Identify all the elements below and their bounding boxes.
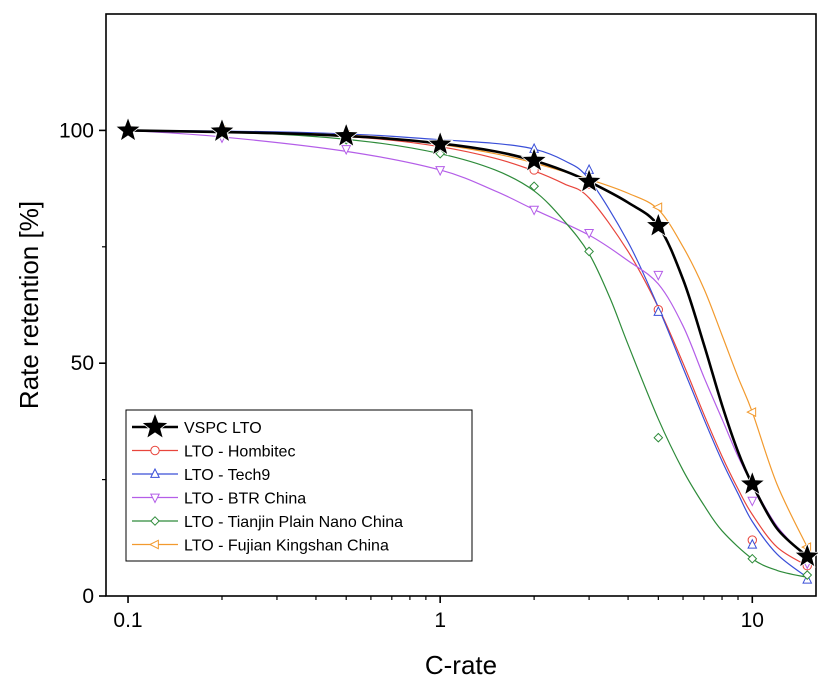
x-tick-label-2: 10 [741,609,764,632]
legend-label-0: VSPC LTO [184,420,262,437]
legend-marker-4 [150,516,160,526]
legend-marker-2 [149,467,161,478]
data-point-series-3-6 [653,270,664,281]
data-point-series-3-3 [435,166,446,177]
fit-curve-series-4 [128,129,808,578]
data-point-series-0-1 [208,117,236,143]
x-tick-label-0: 0.1 [113,609,142,632]
fit-curves [127,129,809,578]
plot-frame [105,13,817,597]
legend-marker-3 [149,493,161,504]
data-point-series-0-7 [738,470,766,496]
legend-label-4: LTO - Tianjin Plain Nano China [184,514,403,531]
data-point-series-0-6 [644,211,672,238]
data-point-series-4-6 [653,432,664,443]
legend-marker-0 [140,411,170,440]
data-point-series-3-2 [341,145,352,156]
y-tick-label-0: 0 [82,585,94,608]
data-point-series-0-0 [114,116,142,142]
data-point-series-0-2 [332,121,360,148]
data-point-series-3-4 [529,205,540,216]
data-point-series-0-8 [793,542,818,568]
fit-curve-series-0 [128,129,809,558]
x-axis-title: C-rate [425,650,497,680]
data-point-series-2-6 [653,305,664,316]
legend-label-5: LTO - Fujian Kingshan China [184,538,389,555]
data-point-series-5-6 [652,202,663,213]
legend-box [125,409,473,562]
x-tick-label-1: 1 [434,609,446,632]
data-point-series-3-5 [584,228,595,239]
legend-marker-5 [148,539,159,550]
data-point-series-5-7 [746,407,757,418]
y-axis-title: Rate retention [%] [14,201,44,409]
data-point-series-0-3 [426,130,454,156]
y-tick-label-1: 50 [71,352,94,375]
data-point-series-4-8 [802,570,813,580]
data-point-series-4-4 [529,181,540,192]
data-point-series-4-5 [584,246,594,257]
data-markers [114,116,818,584]
data-point-series-4-7 [747,553,758,564]
y-tick-label-2: 100 [59,119,94,142]
legend: VSPC LTO LTO - Hombitec LTO - Tech9 LTO - B… [125,409,473,562]
fit-curve-series-2 [128,129,808,578]
legend-marker-1 [150,445,160,456]
data-point-series-2-7 [747,538,758,549]
data-point-series-0-4 [520,146,548,173]
legend-label-2: LTO - Tech9 [184,467,270,484]
legend-label-3: LTO - BTR China [184,491,306,508]
legend-label-1: LTO - Hombitec [184,444,295,461]
data-point-series-3-7 [747,496,758,507]
data-point-series-0-5 [575,167,603,194]
